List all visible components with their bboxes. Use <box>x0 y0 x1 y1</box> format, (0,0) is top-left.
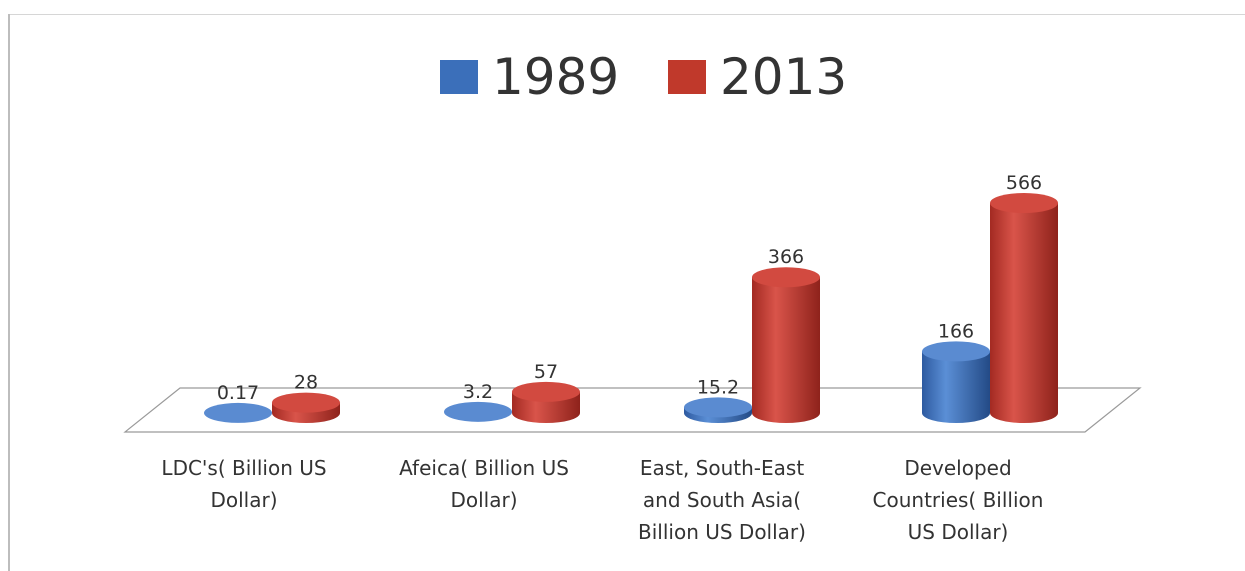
chart-frame-top <box>8 14 1245 15</box>
bar-top-2013-1 <box>512 381 580 402</box>
bars-layer <box>204 193 1058 423</box>
value-labels-layer: 0.17 28 3.2 57 15.2 366 166 566 <box>217 172 1042 404</box>
bar-body-2013-3 <box>990 203 1058 423</box>
category-label-1: Afeica( Billion US Dollar) <box>399 456 569 512</box>
value-label-1989-1: 3.2 <box>463 381 493 403</box>
bar-top-2013-0 <box>272 392 340 413</box>
category-label-3: Developed Countries( Billion US Dollar) <box>873 456 1044 544</box>
legend-label-1989: 1989 <box>492 48 619 106</box>
bar-body-2013-2 <box>752 277 820 423</box>
value-label-2013-2: 366 <box>768 246 804 268</box>
chart-floor <box>123 387 1142 433</box>
category-label-2: East, South-East and South Asia(Billion U… <box>638 456 806 544</box>
bar-body-1989-3 <box>922 351 990 423</box>
bar-top-2013-2 <box>752 267 820 288</box>
value-label-1989-3: 166 <box>938 320 974 342</box>
legend-swatch-2013 <box>668 60 706 94</box>
value-label-2013-1: 57 <box>534 361 558 383</box>
legend-swatch-1989 <box>440 60 478 94</box>
legend: 1989 2013 <box>440 48 847 106</box>
bar-2013-2 <box>752 267 820 423</box>
bar-top-1989-2 <box>684 397 752 418</box>
bar-2013-0 <box>272 392 340 423</box>
bar-2013-1 <box>512 381 580 423</box>
value-label-2013-0: 28 <box>294 372 318 394</box>
value-label-1989-2: 15.2 <box>697 376 739 398</box>
bar-2013-3 <box>990 193 1058 423</box>
chart-frame-left <box>8 14 10 571</box>
value-label-1989-0: 0.17 <box>217 382 259 404</box>
bar-1989-1 <box>444 401 512 422</box>
legend-label-2013: 2013 <box>720 48 847 106</box>
category-labels-layer: LDC's( Billion US Dollar) Afeica( Billion … <box>161 456 1043 544</box>
bar-top-1989-1 <box>444 401 512 422</box>
bar-1989-3 <box>922 341 990 423</box>
category-label-0: LDC's( Billion US Dollar) <box>161 456 326 512</box>
bar-top-1989-3 <box>922 341 990 362</box>
value-label-2013-3: 566 <box>1006 172 1042 194</box>
bar-1989-0 <box>204 402 272 423</box>
bar-top-2013-3 <box>990 193 1058 213</box>
bar-1989-2 <box>684 397 752 423</box>
bar-top-1989-0 <box>204 402 272 423</box>
